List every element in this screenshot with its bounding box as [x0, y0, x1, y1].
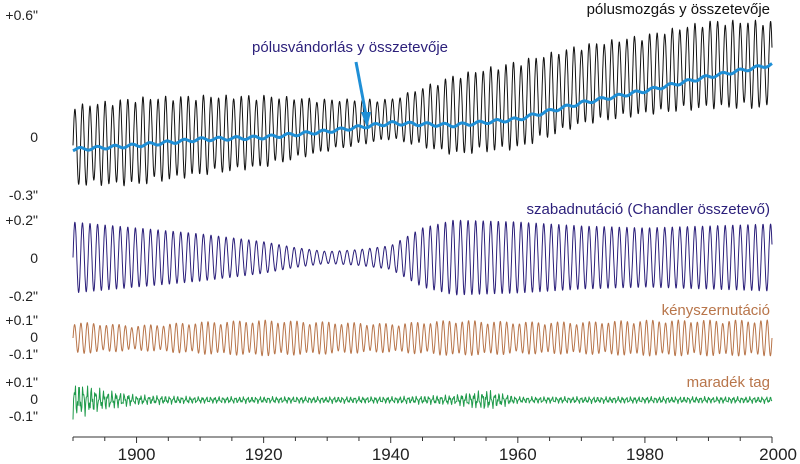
p1-ytick-top: +0.6"	[5, 7, 38, 23]
residual-line	[73, 386, 772, 420]
p3-ytick-zero: 0	[30, 329, 38, 345]
x-tick-label: 1940	[372, 445, 410, 464]
p2-label-chandler: szabadnutáció (Chandler összetevő)	[527, 201, 770, 218]
p2-ytick-zero: 0	[30, 250, 38, 266]
p2-ytick-bottom: -0.2"	[9, 288, 38, 304]
x-axis-ticks: 1900 1920 1940 1960 1980 2000	[73, 437, 797, 464]
x-tick-label: 1960	[499, 445, 537, 464]
forced-nutation-line	[73, 320, 772, 356]
x-tick-label: 1920	[245, 445, 283, 464]
x-tick-label: 1980	[626, 445, 664, 464]
p3-ytick-top: +0.1"	[5, 312, 38, 328]
p1-annotation-arrow	[356, 62, 371, 128]
p4-series-residual	[73, 386, 772, 420]
p3-ytick-bottom: -0.1"	[9, 346, 38, 362]
p3-series-forced-nutation	[73, 320, 772, 356]
x-tick-label: 2000	[759, 445, 797, 464]
chandler-line	[73, 220, 772, 295]
p4-ytick-bottom: -0.1"	[9, 408, 38, 424]
p3-label-forced-nutation: kényszernutáció	[662, 302, 770, 319]
p4-ytick-top: +0.1"	[5, 374, 38, 390]
p1-label-polar-wander: pólusvándorlás y összetevője	[252, 39, 448, 56]
p1-label-polar-motion: pólusmozgás y összetevője	[587, 1, 770, 18]
p4-ytick-zero: 0	[30, 391, 38, 407]
p1-ytick-bottom: -0.3"	[9, 187, 38, 203]
p2-ytick-top: +0.2"	[5, 212, 38, 228]
x-tick-label: 1900	[118, 445, 156, 464]
p1-ytick-zero: 0	[30, 129, 38, 145]
p2-series-chandler	[73, 220, 772, 295]
p4-label-residual: maradék tag	[687, 374, 770, 391]
